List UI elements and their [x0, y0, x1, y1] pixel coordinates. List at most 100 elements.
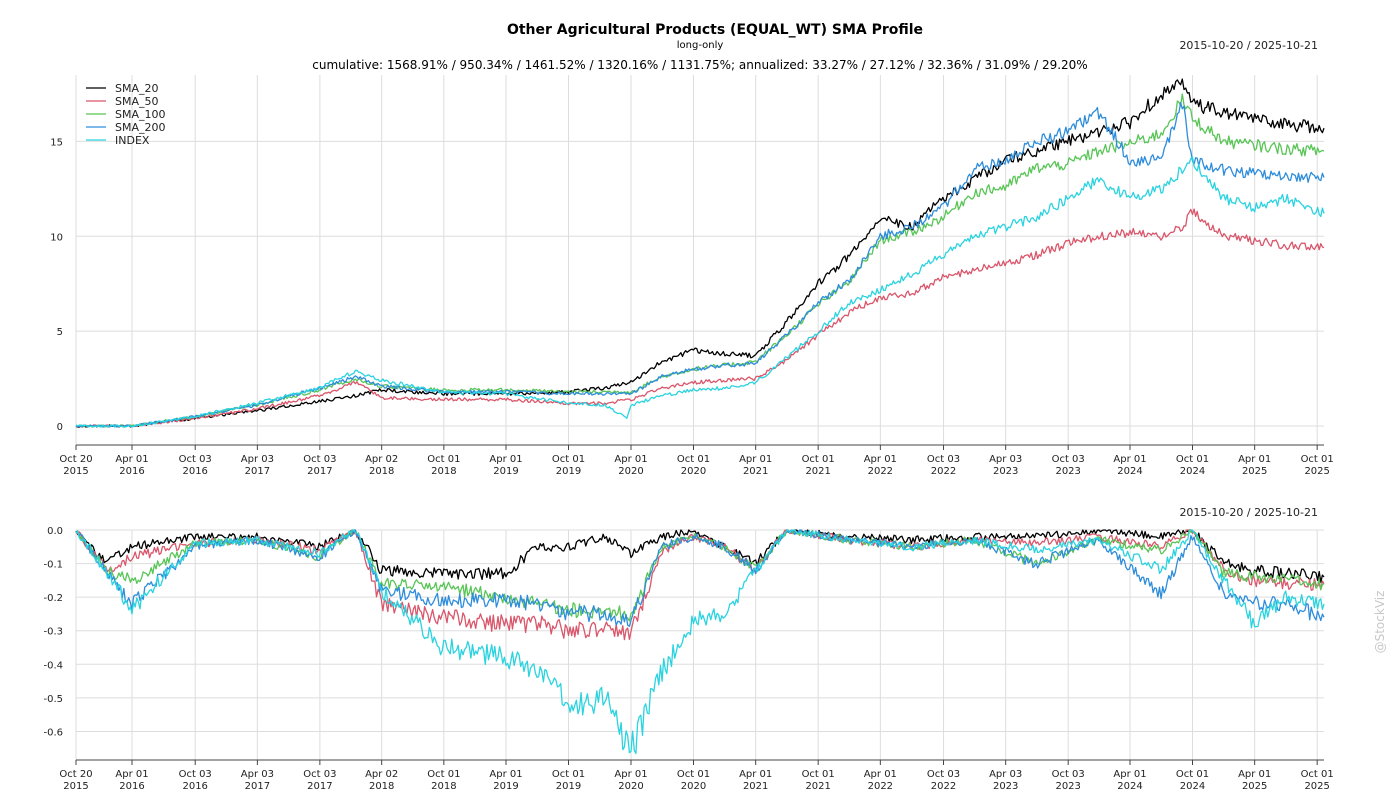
- x-tick-label: Oct 20: [59, 454, 92, 465]
- x-tick-label: Apr 01: [614, 769, 647, 780]
- x-tick-label: Oct 01: [802, 454, 835, 465]
- x-tick-label: Apr 03: [989, 769, 1022, 780]
- x-tick-label: Oct 03: [1052, 454, 1085, 465]
- series-line-sma-50: [75, 529, 1325, 641]
- legend-label: SMA_50: [115, 95, 159, 108]
- date-range-bottom: 2015-10-20 / 2025-10-21: [1179, 506, 1318, 519]
- x-tick-year: 2025: [1242, 466, 1267, 477]
- x-tick-year: 2015: [63, 781, 88, 792]
- y-tick-label: -0.1: [43, 560, 63, 571]
- y-tick-label: 5: [57, 327, 63, 338]
- x-tick-label: Apr 01: [489, 769, 522, 780]
- x-tick-label: Oct 03: [927, 454, 960, 465]
- x-tick-label: Apr 02: [365, 454, 398, 465]
- x-tick-label: Oct 03: [179, 769, 212, 780]
- x-tick-label: Oct 01: [427, 454, 460, 465]
- x-tick-year: 2021: [743, 466, 768, 477]
- series-line-index: [75, 156, 1325, 428]
- date-range-top: 2015-10-20 / 2025-10-21: [1179, 39, 1318, 52]
- x-tick-label: Oct 03: [927, 769, 960, 780]
- chart-title: Other Agricultural Products (EQUAL_WT) S…: [507, 22, 923, 38]
- x-tick-year: 2020: [618, 781, 643, 792]
- x-tick-year: 2016: [119, 781, 144, 792]
- series-line-sma-20: [75, 529, 1325, 583]
- watermark: @StockViz: [1373, 591, 1387, 654]
- x-tick-year: 2020: [681, 781, 706, 792]
- x-tick-year: 2016: [119, 466, 144, 477]
- x-tick-year: 2024: [1180, 781, 1205, 792]
- x-tick-label: Oct 01: [1301, 769, 1334, 780]
- legend-label: SMA_100: [115, 108, 166, 121]
- x-tick-year: 2016: [182, 466, 207, 477]
- x-tick-year: 2018: [431, 781, 456, 792]
- x-tick-label: Apr 01: [1113, 454, 1146, 465]
- x-tick-year: 2017: [245, 781, 270, 792]
- x-tick-year: 2023: [1055, 781, 1080, 792]
- y-tick-label: 0: [57, 422, 63, 433]
- x-tick-label: Oct 01: [552, 454, 585, 465]
- x-tick-label: Oct 01: [1176, 454, 1209, 465]
- y-tick-label: -0.3: [43, 627, 63, 638]
- x-tick-label: Oct 01: [552, 769, 585, 780]
- y-tick-label: -0.5: [43, 694, 63, 705]
- y-tick-label: 15: [50, 137, 63, 148]
- x-tick-label: Oct 01: [677, 769, 710, 780]
- x-tick-year: 2023: [1055, 466, 1080, 477]
- x-tick-year: 2021: [805, 781, 830, 792]
- x-tick-label: Apr 01: [614, 454, 647, 465]
- series-line-sma-100: [75, 93, 1325, 428]
- y-tick-label: 0.0: [47, 526, 63, 537]
- x-tick-label: Apr 02: [365, 769, 398, 780]
- x-tick-label: Apr 01: [1238, 454, 1271, 465]
- x-tick-year: 2017: [307, 466, 332, 477]
- x-tick-year: 2023: [993, 781, 1018, 792]
- x-tick-year: 2017: [245, 466, 270, 477]
- x-tick-year: 2025: [1242, 781, 1267, 792]
- x-tick-label: Apr 01: [864, 769, 897, 780]
- legend-label: INDEX: [115, 134, 150, 147]
- x-tick-label: Apr 01: [739, 454, 772, 465]
- x-tick-year: 2019: [556, 466, 581, 477]
- x-tick-year: 2022: [868, 466, 893, 477]
- x-tick-label: Oct 01: [802, 769, 835, 780]
- series-line-sma-100: [75, 529, 1325, 622]
- series-line-sma-50: [76, 208, 1325, 428]
- x-tick-label: Apr 01: [864, 454, 897, 465]
- x-tick-label: Oct 03: [303, 454, 336, 465]
- x-tick-year: 2022: [931, 466, 956, 477]
- x-tick-year: 2018: [369, 466, 394, 477]
- x-tick-year: 2023: [993, 466, 1018, 477]
- legend-label: SMA_20: [115, 82, 159, 95]
- series-line-index: [75, 529, 1325, 755]
- y-tick-label: -0.4: [43, 660, 63, 671]
- x-tick-year: 2018: [369, 781, 394, 792]
- x-tick-year: 2020: [681, 466, 706, 477]
- x-tick-label: Apr 03: [241, 769, 274, 780]
- chart-subtitle: long-only: [677, 40, 724, 51]
- y-tick-label: 10: [50, 232, 63, 243]
- x-tick-year: 2025: [1304, 466, 1329, 477]
- x-tick-label: Apr 01: [1113, 769, 1146, 780]
- x-tick-label: Apr 01: [115, 454, 148, 465]
- x-tick-year: 2021: [743, 781, 768, 792]
- stats-line: cumulative: 1568.91% / 950.34% / 1461.52…: [312, 58, 1087, 72]
- x-tick-year: 2024: [1180, 466, 1205, 477]
- x-tick-year: 2025: [1304, 781, 1329, 792]
- x-tick-year: 2024: [1117, 466, 1142, 477]
- x-tick-year: 2024: [1117, 781, 1142, 792]
- series-line-sma-200: [75, 102, 1325, 428]
- x-tick-label: Oct 03: [1052, 769, 1085, 780]
- x-tick-label: Oct 20: [59, 769, 92, 780]
- x-tick-label: Oct 03: [179, 454, 212, 465]
- x-tick-year: 2016: [182, 781, 207, 792]
- x-tick-label: Oct 01: [677, 454, 710, 465]
- x-tick-year: 2017: [307, 781, 332, 792]
- x-tick-year: 2022: [931, 781, 956, 792]
- legend-label: SMA_200: [115, 121, 166, 134]
- x-tick-label: Apr 03: [989, 454, 1022, 465]
- x-tick-label: Apr 01: [1238, 769, 1271, 780]
- x-tick-label: Apr 01: [489, 454, 522, 465]
